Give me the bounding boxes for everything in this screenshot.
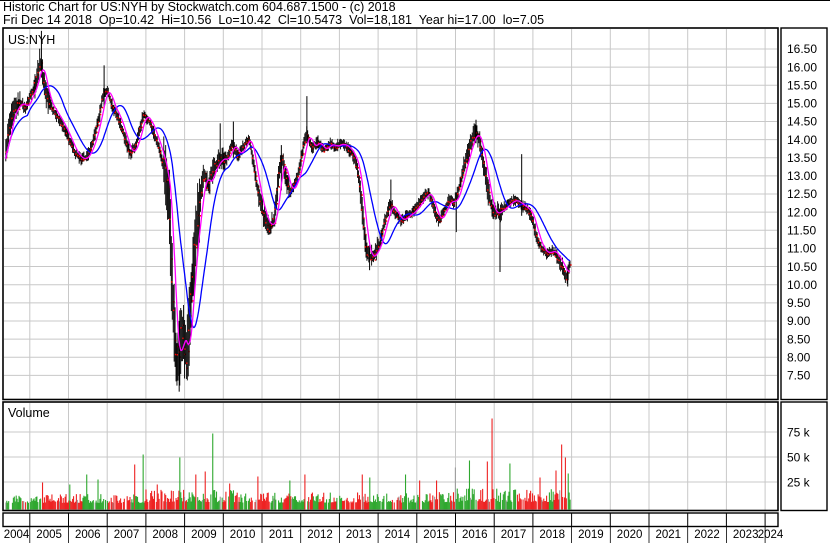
price-tick-label: 13.50 (787, 151, 817, 165)
price-tick-label: 16.00 (787, 60, 817, 74)
price-tick-label: 9.00 (787, 314, 811, 328)
year-axis-labels: 2004 2005 2006 2007 2008 2009 2010 2011 2012 2013… (4, 529, 784, 541)
volume-axis-frame (780, 401, 828, 512)
price-tick-label: 12.50 (787, 187, 817, 201)
volume-panel-frame (2, 401, 779, 512)
year-label: 2021 (656, 529, 682, 541)
price-tick-label: 11.50 (787, 224, 816, 238)
year-label: 2007 (114, 529, 140, 541)
year-label: 2009 (191, 529, 217, 541)
price-tick-label: 7.50 (787, 369, 811, 383)
price-tick-label: 11.00 (787, 242, 816, 256)
price-tick-label: 10.50 (787, 260, 817, 274)
price-tick-label: 8.00 (787, 350, 811, 364)
symbol-label: US:NYH (8, 33, 55, 47)
year-label: 2012 (307, 529, 333, 541)
price-panel-frame (2, 27, 779, 401)
volume-tick-label: 75 k (787, 426, 811, 440)
year-label: 2017 (501, 529, 527, 541)
year-label: 2006 (75, 529, 101, 541)
volume-label: Volume (8, 406, 50, 420)
chart-title: Historic Chart for US:NYH by Stockwatch.… (3, 0, 396, 14)
year-label: 2004 (4, 529, 30, 541)
year-tick-dividers (29, 513, 766, 543)
year-label: 2005 (36, 529, 62, 541)
price-axis-frame (780, 27, 828, 401)
ma-fast-line (5, 69, 571, 352)
year-label: 2013 (346, 529, 372, 541)
price-tick-label: 14.50 (787, 115, 817, 129)
ma-slow-line (5, 85, 571, 329)
volume-series (5, 418, 571, 510)
price-tick-label: 14.00 (787, 133, 817, 147)
price-tick-label: 10.00 (787, 278, 817, 292)
volume-tick-label: 50 k (787, 451, 811, 465)
year-label: 2008 (152, 529, 178, 541)
year-label: 2024 (758, 529, 784, 541)
year-label: 2011 (269, 529, 294, 541)
price-tick-label: 8.50 (787, 332, 811, 346)
price-tick-label: 16.50 (787, 42, 817, 56)
price-axis-labels: 16.50 16.00 15.50 15.00 14.50 14.00 13.50 13.00… (787, 42, 817, 382)
price-tick-label: 12.00 (787, 205, 817, 219)
volume-axis-labels: 75 k 50 k 25 k (787, 426, 811, 490)
volume-tick-label: 25 k (787, 476, 811, 490)
year-tick-strip (2, 512, 779, 528)
price-tick-label: 15.50 (787, 78, 817, 92)
year-label: 2018 (539, 529, 565, 541)
year-label: 2023 (733, 529, 759, 541)
ohlc-bar-series (5, 48, 572, 386)
price-tick-label: 15.00 (787, 97, 817, 111)
year-label: 2016 (462, 529, 488, 541)
volume-panel-gridlines (4, 403, 777, 510)
year-label: 2020 (617, 529, 643, 541)
year-label: 2015 (423, 529, 449, 541)
quote-summary-line: Fri Dec 14 2018 Op=10.42 Hi=10.56 Lo=10.… (3, 13, 545, 27)
year-label: 2010 (230, 529, 256, 541)
year-label: 2022 (694, 529, 720, 541)
price-tick-label: 9.50 (787, 296, 811, 310)
price-tick-label: 13.00 (787, 169, 817, 183)
year-label: 2014 (385, 529, 411, 541)
year-label: 2019 (578, 529, 604, 541)
